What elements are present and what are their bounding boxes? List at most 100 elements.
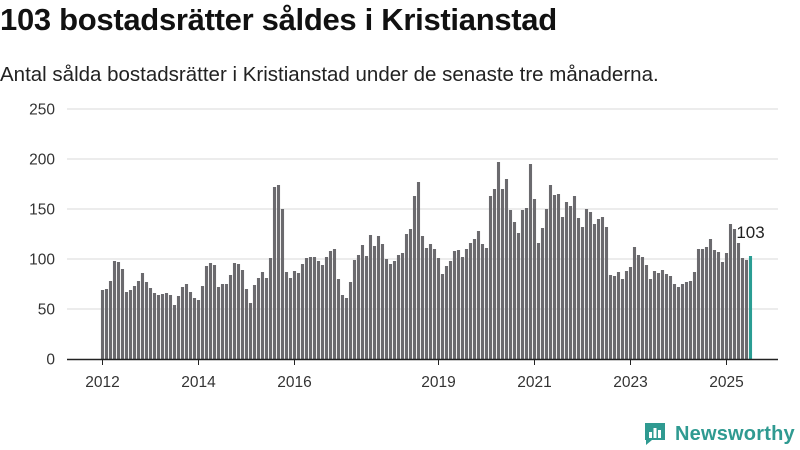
- bar: [120, 269, 125, 359]
- bar: [160, 294, 165, 359]
- bar: [696, 249, 701, 359]
- bar: [388, 264, 393, 359]
- bar: [500, 189, 505, 359]
- bar: [204, 266, 209, 359]
- bar: [600, 217, 605, 359]
- bar: [184, 284, 189, 359]
- bar: [288, 278, 293, 359]
- bar: [464, 249, 469, 359]
- bar: [448, 261, 453, 359]
- bar: [620, 279, 625, 359]
- bar: [524, 208, 529, 359]
- bar: [344, 298, 349, 359]
- bar: [224, 284, 229, 359]
- x-tick-label: 2016: [277, 374, 311, 391]
- bar: [112, 261, 117, 359]
- bar: [728, 224, 733, 359]
- bar: [328, 251, 333, 359]
- bar: [496, 162, 501, 359]
- bar: [376, 236, 381, 359]
- bar: [248, 303, 253, 359]
- latest-value-label: 103: [736, 223, 764, 242]
- bar: [652, 271, 657, 359]
- x-tick-label: 2019: [421, 374, 455, 391]
- bar: [540, 228, 545, 359]
- bar: [292, 271, 297, 359]
- bar: [560, 217, 565, 359]
- bar: [740, 258, 745, 359]
- bar: [316, 261, 321, 359]
- bar: [216, 287, 221, 359]
- bar: [180, 287, 185, 359]
- bar: [260, 272, 265, 359]
- bar: [104, 289, 109, 359]
- bar: [616, 272, 621, 359]
- newsworthy-logo-icon: [645, 423, 665, 445]
- bar: [100, 290, 105, 359]
- bar: [356, 255, 361, 359]
- bar: [528, 164, 533, 359]
- bar: [340, 295, 345, 359]
- bar: [736, 243, 741, 359]
- bar: [132, 286, 137, 359]
- bar: [228, 275, 233, 359]
- bar: [408, 229, 413, 359]
- x-tick-label: 2014: [181, 374, 216, 391]
- bar: [268, 258, 273, 359]
- bar: [420, 236, 425, 359]
- bar: [712, 250, 717, 359]
- bar: [564, 202, 569, 359]
- bar: [536, 243, 541, 359]
- bar: [428, 244, 433, 359]
- bar: [148, 288, 153, 359]
- bar: [360, 245, 365, 359]
- bar: [700, 249, 705, 359]
- bar: [164, 293, 169, 359]
- bar: [432, 249, 437, 359]
- bar: [188, 292, 193, 359]
- bar: [380, 244, 385, 359]
- bar: [436, 258, 441, 359]
- bar: [280, 209, 285, 359]
- bar: [592, 224, 597, 359]
- y-tick-label: 0: [46, 352, 55, 369]
- bar: [716, 252, 721, 359]
- bar: [720, 262, 725, 359]
- bar: [156, 295, 161, 359]
- brand-logo: Newsworthy: [643, 420, 795, 448]
- bar: [128, 290, 133, 359]
- bar: [684, 282, 689, 359]
- bar: [512, 222, 517, 359]
- bar: [604, 227, 609, 359]
- bar: [212, 265, 217, 359]
- bar: [556, 194, 561, 359]
- bar: [688, 281, 693, 359]
- chart-subtitle: Antal sålda bostadsrätter i Kristianstad…: [0, 63, 659, 86]
- bar: [468, 243, 473, 359]
- bar: [368, 235, 373, 359]
- bar: [168, 295, 173, 359]
- x-tick-label: 2012: [85, 374, 119, 391]
- bar: [272, 187, 277, 359]
- bar: [336, 279, 341, 359]
- bar: [320, 265, 325, 359]
- bar: [660, 270, 665, 359]
- bar: [644, 265, 649, 359]
- bar: [244, 289, 249, 359]
- bar: [304, 258, 309, 359]
- bar: [196, 300, 201, 359]
- bar: [116, 262, 121, 359]
- bar: [348, 282, 353, 359]
- bar: [632, 247, 637, 359]
- bar: [140, 273, 145, 359]
- bar: [552, 195, 557, 359]
- bar: [332, 249, 337, 359]
- bar: [264, 278, 269, 359]
- bar: [300, 264, 305, 359]
- bar: [392, 261, 397, 359]
- bar: [544, 209, 549, 359]
- x-tick-label: 2025: [709, 374, 743, 391]
- bar: [256, 278, 261, 359]
- bar: [400, 253, 405, 359]
